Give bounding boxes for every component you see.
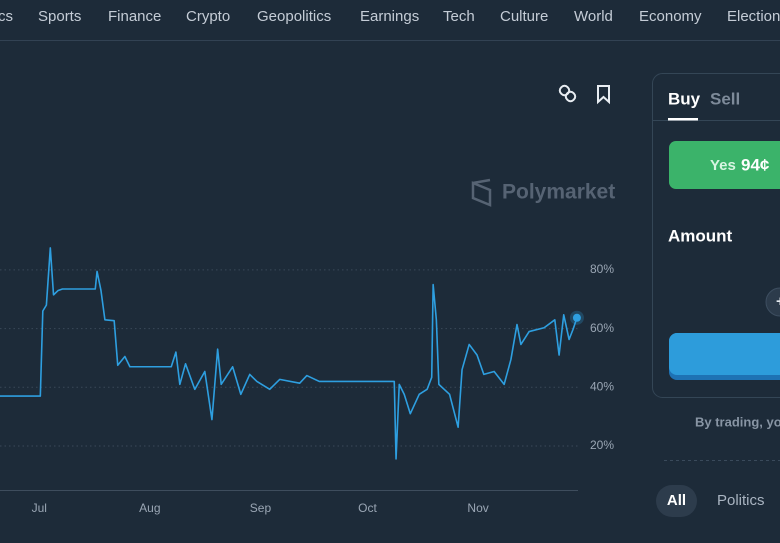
buy-tab[interactable]: Buy bbox=[668, 89, 701, 108]
y-tick-label: 20% bbox=[590, 438, 614, 452]
tab-underline bbox=[668, 118, 698, 121]
x-tick-label: Aug bbox=[139, 501, 160, 515]
watermark-text: Polymarket bbox=[502, 181, 615, 204]
sell-tab[interactable]: Sell bbox=[710, 89, 740, 108]
x-tick-label: Jul bbox=[32, 501, 47, 515]
nav-item[interactable]: Tech bbox=[443, 8, 475, 25]
nav-item[interactable]: Sports bbox=[38, 8, 81, 25]
end-point bbox=[572, 313, 581, 322]
nav-item[interactable]: Economy bbox=[639, 8, 702, 25]
price-line bbox=[0, 247, 578, 460]
plus-button[interactable] bbox=[765, 287, 780, 317]
y-tick-label: 40% bbox=[590, 379, 614, 393]
nav-item[interactable]: Crypto bbox=[186, 8, 230, 25]
nav-item[interactable]: Finance bbox=[108, 8, 161, 25]
filter-all-text: All bbox=[667, 492, 686, 509]
nav-item[interactable]: Election bbox=[727, 8, 780, 25]
disclaimer: By trading, yo bbox=[695, 414, 780, 429]
nav-bar: cs Sports Finance Crypto Geopolitics Earnings… bbox=[0, 8, 780, 25]
nav-item[interactable]: Earnings bbox=[360, 8, 419, 25]
x-tick-label: Oct bbox=[358, 501, 377, 515]
y-tick-label: 80% bbox=[590, 262, 614, 276]
link-icon[interactable] bbox=[558, 84, 577, 103]
nav-item[interactable]: cs bbox=[0, 8, 13, 25]
chart: 20% 40% 60% 80% Jul Aug Sep Oct Nov bbox=[0, 247, 614, 515]
bookmark-icon[interactable] bbox=[597, 85, 610, 105]
filter-politics[interactable]: Politics bbox=[717, 492, 765, 509]
nav-item[interactable]: Culture bbox=[500, 8, 548, 25]
trade-button[interactable] bbox=[669, 333, 780, 375]
filter-all[interactable] bbox=[656, 485, 697, 517]
yes-price: 94¢ bbox=[741, 155, 770, 174]
amount-label: Amount bbox=[668, 226, 733, 245]
x-tick-label: Nov bbox=[467, 501, 488, 515]
nav-item[interactable]: Geopolitics bbox=[257, 8, 331, 25]
watermark-logo bbox=[471, 178, 492, 207]
y-tick-label: 60% bbox=[590, 321, 614, 335]
nav-item[interactable]: World bbox=[574, 8, 613, 25]
watermark: Polymarket bbox=[471, 178, 615, 207]
yes-button[interactable] bbox=[669, 141, 780, 189]
plus-text: + bbox=[776, 293, 780, 310]
x-tick-label: Sep bbox=[250, 501, 272, 515]
trade-panel bbox=[652, 73, 780, 398]
yes-label: Yes bbox=[710, 157, 736, 174]
